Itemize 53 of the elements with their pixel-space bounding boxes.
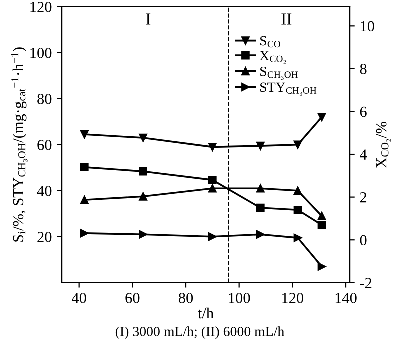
x-tick-label: 120 bbox=[282, 293, 304, 304]
x-tick-label: 140 bbox=[336, 293, 357, 304]
y2-tick-label: 10 bbox=[361, 21, 374, 32]
x-axis-title: t/h bbox=[198, 308, 214, 319]
point bbox=[256, 204, 265, 212]
point bbox=[318, 113, 326, 122]
point bbox=[139, 192, 148, 201]
legend-label: S$_{CH₃OH}$ bbox=[260, 66, 298, 80]
annotation: II bbox=[282, 14, 292, 25]
y2-tick-label: 8 bbox=[360, 64, 367, 74]
point bbox=[80, 229, 89, 238]
legend-label: X$_{CO₂}$ bbox=[260, 51, 286, 64]
point bbox=[208, 176, 217, 184]
point bbox=[318, 220, 326, 230]
point bbox=[294, 206, 302, 214]
annotation: I bbox=[146, 14, 151, 25]
point bbox=[318, 212, 326, 220]
y-tick-label: 80 bbox=[38, 94, 52, 104]
legend-label: S$_{CO}$ bbox=[260, 36, 281, 48]
point bbox=[80, 163, 89, 172]
point bbox=[256, 230, 265, 239]
point bbox=[294, 186, 302, 196]
y-tick-label: 20 bbox=[38, 232, 52, 242]
y2-tick-label: 2 bbox=[360, 192, 367, 203]
point bbox=[80, 130, 89, 139]
legend-label: STY$_{CH₃OH}$ bbox=[260, 82, 317, 96]
x-tick-label: 60 bbox=[126, 293, 140, 304]
point bbox=[294, 140, 302, 150]
y-tick-label: 60 bbox=[38, 140, 52, 150]
x-tick-label: 40 bbox=[72, 293, 86, 304]
x-tick-label: 80 bbox=[178, 293, 194, 304]
y-tick-label: 120 bbox=[30, 2, 52, 12]
point bbox=[208, 184, 217, 193]
point bbox=[256, 142, 265, 150]
point bbox=[208, 143, 217, 152]
point bbox=[139, 167, 148, 176]
point bbox=[256, 184, 265, 193]
point bbox=[208, 232, 217, 242]
point bbox=[139, 230, 148, 239]
text: (I) 3000 mL/h; (II) 6000 mL/h bbox=[116, 326, 284, 340]
point bbox=[318, 262, 326, 271]
y-tick-label: 40 bbox=[37, 186, 52, 196]
point bbox=[294, 234, 302, 242]
y-tick-label: 100 bbox=[30, 48, 52, 58]
point bbox=[139, 134, 148, 142]
x-tick-label: 100 bbox=[229, 293, 250, 304]
y2-tick-label: -2 bbox=[360, 278, 372, 288]
y2-axis-title: X$_{CO₂}$/% bbox=[376, 122, 391, 168]
y2-tick-label: 4 bbox=[360, 150, 368, 160]
point bbox=[80, 196, 89, 204]
text: S$_{i}$/%, STY$_{CH₃OH}$/(mg·g$_{cat}$$^{−1}$·h$^{−1}$) bbox=[11, 48, 28, 242]
y2-tick-label: 6 bbox=[360, 106, 367, 118]
y2-tick-label: 0 bbox=[360, 235, 367, 246]
